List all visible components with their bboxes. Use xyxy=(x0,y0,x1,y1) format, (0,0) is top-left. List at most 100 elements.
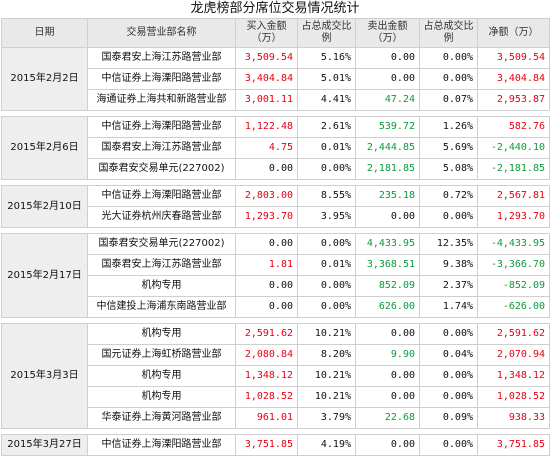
sell-pct-cell: 1.74% xyxy=(419,296,478,318)
buy-pct-cell: 8.20% xyxy=(297,344,356,366)
buy-pct-cell: 5.16% xyxy=(297,47,356,69)
buy-pct-cell: 2.61% xyxy=(297,116,356,138)
sell-amount-cell: 235.18 xyxy=(355,185,420,207)
header-buy: 买入金额 （万） xyxy=(235,18,298,48)
table-row: 2015年2月10日 中信证券上海溧阳路营业部 2,803.00 8.55% 235.1… xyxy=(1,185,550,228)
seat-name-cell: 机构专用 xyxy=(87,365,236,387)
header-seat: 交易营业部名称 xyxy=(87,18,236,48)
header-row: 日期 交易营业部名称 买入金额 （万） 占总成交比例 卖出金额 （万） 占总成交比例… xyxy=(1,18,550,48)
sell-pct-cell: 2.37% xyxy=(419,275,478,297)
table-row: 华泰证券上海黄河路营业部 961.01 3.79% 22.68 0.09% 938.33 xyxy=(2,407,550,429)
seat-name-cell: 华泰证券上海黄河路营业部 xyxy=(87,407,236,429)
buy-pct-cell: 8.55% xyxy=(297,185,356,207)
sell-amount-cell: 0.00 xyxy=(355,323,420,345)
net-amount-cell: 3,404.84 xyxy=(477,68,550,90)
net-amount-cell: -2,440.10 xyxy=(477,137,550,159)
table-body: 2015年2月2日 国泰君安上海江苏路营业部 3,509.54 5.16% 0.00 0.… xyxy=(1,47,550,456)
buy-amount-cell: 2,803.00 xyxy=(235,185,298,207)
sell-amount-cell: 2,444.85 xyxy=(355,137,420,159)
sell-pct-cell: 5.08% xyxy=(419,158,478,180)
sell-amount-cell: 0.00 xyxy=(355,386,420,408)
net-amount-cell: -4,433.95 xyxy=(477,233,550,255)
table-row: 2015年3月3日 机构专用 2,591.62 10.21% 0.00 0.00% 2,59… xyxy=(1,323,550,429)
date-cell: 2015年2月6日 xyxy=(1,116,88,180)
seat-name-cell: 中信证券上海溧阳路营业部 xyxy=(87,116,236,138)
header-date: 日期 xyxy=(1,18,88,48)
seat-name-cell: 中信证券上海溧阳路营业部 xyxy=(87,434,236,456)
net-amount-cell: 2,591.62 xyxy=(477,323,550,345)
sell-pct-cell: 12.35% xyxy=(419,233,478,255)
seat-name-cell: 机构专用 xyxy=(87,323,236,345)
sell-pct-cell: 0.00% xyxy=(419,323,478,345)
sell-amount-cell: 9.90 xyxy=(355,344,420,366)
buy-amount-cell: 3,404.84 xyxy=(235,68,298,90)
buy-pct-cell: 0.00% xyxy=(297,296,356,318)
sell-amount-cell: 2,181.85 xyxy=(355,158,420,180)
seat-name-cell: 机构专用 xyxy=(87,386,236,408)
buy-amount-cell: 3,001.11 xyxy=(235,89,298,111)
sell-pct-cell: 0.00% xyxy=(419,365,478,387)
buy-amount-cell: 961.01 xyxy=(235,407,298,429)
header-sell: 卖出金额 （万） xyxy=(355,18,420,48)
sell-pct-cell: 0.04% xyxy=(419,344,478,366)
sell-pct-cell: 0.09% xyxy=(419,407,478,429)
net-amount-cell: 2,567.81 xyxy=(477,185,550,207)
buy-amount-cell: 0.00 xyxy=(235,158,298,180)
buy-amount-cell: 1,293.70 xyxy=(235,206,298,228)
seat-name-cell: 国泰君安交易单元(227002) xyxy=(87,233,236,255)
sell-amount-cell: 626.00 xyxy=(355,296,420,318)
buy-amount-cell: 1.81 xyxy=(235,254,298,276)
header-net: 净额（万） xyxy=(477,18,550,48)
buy-pct-cell: 10.21% xyxy=(297,386,356,408)
buy-amount-cell: 3,509.54 xyxy=(235,47,298,69)
table-row: 2015年3月27日 中信证券上海溧阳路营业部 3,751.85 4.19% 0.00 0… xyxy=(1,434,550,456)
buy-amount-cell: 4.75 xyxy=(235,137,298,159)
date-cell: 2015年2月2日 xyxy=(1,47,88,111)
buy-pct-cell: 4.41% xyxy=(297,89,356,111)
sell-amount-cell: 852.09 xyxy=(355,275,420,297)
buy-amount-cell: 3,751.85 xyxy=(235,434,298,456)
sell-amount-cell: 539.72 xyxy=(355,116,420,138)
buy-amount-cell: 1,028.52 xyxy=(235,386,298,408)
sell-amount-cell: 22.68 xyxy=(355,407,420,429)
header-sell-pct: 占总成交比例 xyxy=(419,18,478,48)
table-row: 国泰君安交易单元(227002) 0.00 0.00% 2,181.85 5.08% -2… xyxy=(2,158,550,180)
net-amount-cell: -852.09 xyxy=(477,275,550,297)
buy-pct-cell: 3.79% xyxy=(297,407,356,429)
sell-pct-cell: 0.00% xyxy=(419,47,478,69)
date-cell: 2015年2月10日 xyxy=(1,185,88,228)
page-title: 龙虎榜部分席位交易情况统计 xyxy=(190,1,360,16)
sell-pct-cell: 0.00% xyxy=(419,434,478,456)
sell-pct-cell: 0.00% xyxy=(419,386,478,408)
net-amount-cell: 2,953.87 xyxy=(477,89,550,111)
sell-pct-cell: 0.00% xyxy=(419,68,478,90)
buy-pct-cell: 0.00% xyxy=(297,275,356,297)
net-amount-cell: 2,070.94 xyxy=(477,344,550,366)
net-amount-cell: 582.76 xyxy=(477,116,550,138)
table-row: 国泰君安上海江苏路营业部 4.75 0.01% 2,444.85 5.69% -2,440… xyxy=(2,137,550,159)
seat-name-cell: 机构专用 xyxy=(87,275,236,297)
trading-table: 日期 交易营业部名称 买入金额 （万） 占总成交比例 卖出金额 （万） 占总成交比例… xyxy=(1,18,550,456)
seat-name-cell: 国元证券上海虹桥路营业部 xyxy=(87,344,236,366)
table-row: 机构专用 0.00 0.00% 852.09 2.37% -852.09 xyxy=(2,275,550,297)
sell-amount-cell: 4,433.95 xyxy=(355,233,420,255)
sell-pct-cell: 0.00% xyxy=(419,206,478,228)
net-amount-cell: 3,509.54 xyxy=(477,47,550,69)
buy-amount-cell: 1,122.48 xyxy=(235,116,298,138)
seat-name-cell: 国泰君安上海江苏路营业部 xyxy=(87,47,236,69)
sell-amount-cell: 47.24 xyxy=(355,89,420,111)
buy-pct-cell: 0.01% xyxy=(297,254,356,276)
buy-pct-cell: 0.01% xyxy=(297,137,356,159)
sell-pct-cell: 9.38% xyxy=(419,254,478,276)
sell-amount-cell: 0.00 xyxy=(355,365,420,387)
buy-pct-cell: 4.19% xyxy=(297,434,356,456)
buy-pct-cell: 0.00% xyxy=(297,158,356,180)
sell-pct-cell: 0.07% xyxy=(419,89,478,111)
buy-pct-cell: 10.21% xyxy=(297,323,356,345)
table-row: 2015年2月17日 国泰君安交易单元(227002) 0.00 0.00% 4,433… xyxy=(1,233,550,318)
buy-pct-cell: 5.01% xyxy=(297,68,356,90)
sell-amount-cell: 0.00 xyxy=(355,206,420,228)
seat-name-cell: 国泰君安交易单元(227002) xyxy=(87,158,236,180)
buy-amount-cell: 0.00 xyxy=(235,296,298,318)
